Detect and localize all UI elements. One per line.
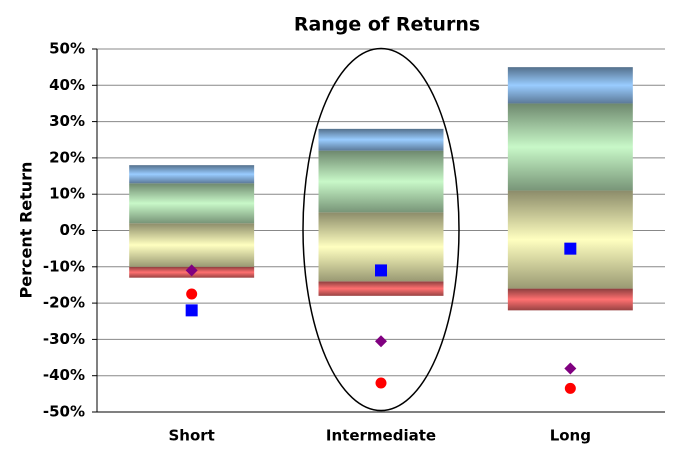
bar-segment xyxy=(318,150,444,213)
bar-segment xyxy=(129,183,255,224)
y-tick-label: 40% xyxy=(49,76,85,94)
square-marker xyxy=(375,264,387,277)
bar-segment xyxy=(318,128,444,151)
square-marker xyxy=(185,304,198,317)
y-tick-label: 50% xyxy=(49,40,85,58)
x-tick-label: Short xyxy=(168,427,214,445)
bar-segment xyxy=(318,281,444,296)
chart-title: Range of Returns xyxy=(294,14,480,36)
circle-marker xyxy=(186,288,198,300)
x-tick-label: Intermediate xyxy=(326,427,436,445)
bar-segment xyxy=(507,67,633,104)
x-tick-label: Long xyxy=(550,427,591,445)
y-tick-label: 30% xyxy=(49,112,85,130)
bar-segment xyxy=(507,103,633,191)
y-tick-label: 10% xyxy=(49,185,85,203)
y-tick-label: 0% xyxy=(60,221,85,239)
circle-marker xyxy=(375,377,387,389)
bar-segment xyxy=(129,165,255,184)
bar-segment xyxy=(507,288,633,311)
y-tick-label: -10% xyxy=(43,257,85,275)
diamond-marker xyxy=(185,264,198,277)
diamond-marker xyxy=(375,335,387,348)
y-tick-label: 20% xyxy=(49,148,85,166)
y-tick-label: -20% xyxy=(43,294,85,312)
y-tick-label: -30% xyxy=(43,330,85,348)
highlight-ellipse xyxy=(302,47,460,412)
square-marker xyxy=(564,242,577,255)
y-axis-label: Percent Return xyxy=(17,162,36,299)
y-tick-label: -40% xyxy=(43,366,85,384)
circle-marker xyxy=(564,382,576,394)
y-tick-label: -50% xyxy=(43,403,85,421)
bar-segment xyxy=(129,223,255,267)
diamond-marker xyxy=(564,362,577,375)
bar-segment xyxy=(507,190,633,289)
